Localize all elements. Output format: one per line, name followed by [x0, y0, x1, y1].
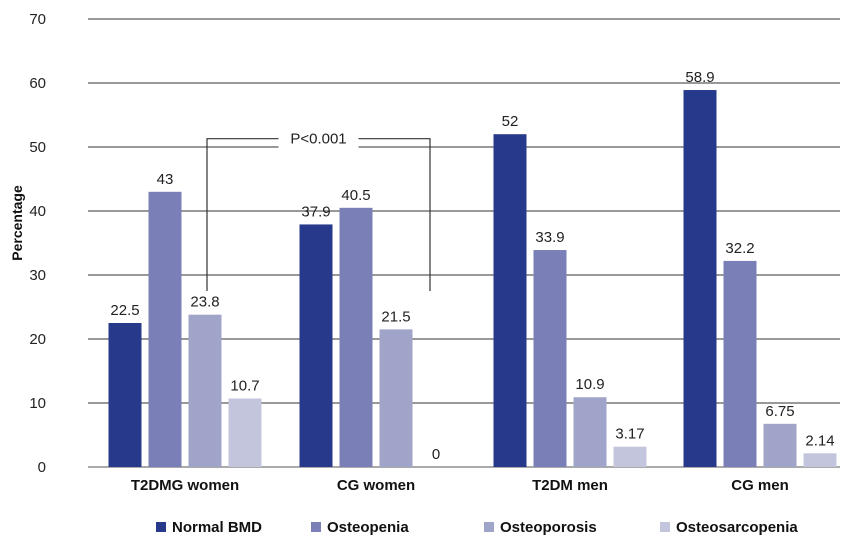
- legend-item: Osteoporosis: [484, 519, 597, 536]
- bar-osteosarcopenia: [613, 446, 647, 467]
- legend-label: Osteoporosis: [500, 519, 597, 536]
- category-label: T2DM men: [532, 477, 608, 494]
- bar-osteopenia: [339, 207, 373, 468]
- bar-osteopenia: [533, 250, 567, 467]
- y-tick-label: 60: [29, 75, 46, 92]
- y-tick-label: 10: [29, 395, 46, 412]
- data-label: 40.5: [341, 187, 370, 204]
- data-label: 52: [502, 113, 519, 130]
- legend-swatch: [484, 522, 494, 532]
- bar-normal-bmd: [299, 224, 333, 467]
- data-label: 22.5: [110, 302, 139, 319]
- y-axis-label: Percentage: [9, 185, 25, 261]
- data-label: 10.7: [230, 378, 259, 395]
- bars: [108, 90, 837, 468]
- y-tick-label: 0: [38, 459, 46, 476]
- significance-bracket: P<0.001: [206, 129, 431, 291]
- bar-osteosarcopenia: [803, 453, 837, 467]
- legend-label: Osteopenia: [327, 519, 409, 536]
- data-labels: 22.5 43 23.8 10.7 37.9 40.5 21.5 0 52 33.9 10.9 3.1…: [110, 69, 834, 463]
- category-label: T2DMG women: [131, 477, 239, 494]
- y-tick-label: 30: [29, 267, 46, 284]
- legend-swatch: [311, 522, 321, 532]
- data-label: 0: [432, 446, 440, 463]
- legend: Normal BMD Osteopenia Osteoporosis Osteosar…: [156, 519, 798, 536]
- data-label: 10.9: [575, 376, 604, 393]
- data-label: 6.75: [765, 403, 794, 420]
- y-tick-label: 40: [29, 203, 46, 220]
- data-label: 33.9: [535, 229, 564, 246]
- legend-item: Osteopenia: [311, 519, 409, 536]
- legend-item: Normal BMD: [156, 519, 262, 536]
- category-label: CG men: [731, 477, 789, 494]
- bar-osteoporosis: [573, 397, 607, 467]
- data-label: 37.9: [301, 203, 330, 220]
- data-label: 2.14: [805, 432, 834, 449]
- data-label: 32.2: [725, 240, 754, 257]
- bar-osteoporosis: [379, 329, 413, 467]
- bar-normal-bmd: [108, 323, 142, 467]
- legend-swatch: [660, 522, 670, 532]
- bar-osteosarcopenia: [228, 398, 262, 467]
- bar-normal-bmd: [493, 134, 527, 467]
- data-label: 3.17: [615, 426, 644, 443]
- data-label: 21.5: [381, 308, 410, 325]
- y-tick-label: 50: [29, 139, 46, 156]
- data-label: 58.9: [685, 69, 714, 86]
- bar-osteopenia: [148, 191, 182, 468]
- bar-osteoporosis: [763, 423, 797, 467]
- p-value-label: P<0.001: [290, 131, 346, 148]
- category-label: CG women: [337, 477, 415, 494]
- legend-label: Osteosarcopenia: [676, 519, 798, 536]
- bar-osteoporosis: [188, 314, 222, 467]
- y-tick-label: 70: [29, 11, 46, 28]
- y-tick-label: 20: [29, 331, 46, 348]
- data-label: 23.8: [190, 294, 219, 311]
- legend-label: Normal BMD: [172, 519, 262, 536]
- bracket-label-background: [278, 129, 359, 148]
- bar-normal-bmd: [683, 90, 717, 467]
- category-labels: T2DMG women CG women T2DM men CG men: [131, 477, 789, 494]
- legend-swatch: [156, 522, 166, 532]
- legend-item: Osteosarcopenia: [660, 519, 798, 536]
- bar-osteopenia: [723, 260, 757, 467]
- data-label: 43: [157, 171, 174, 188]
- y-axis-ticks: 0 10 20 30 40 50 60 70: [29, 11, 46, 476]
